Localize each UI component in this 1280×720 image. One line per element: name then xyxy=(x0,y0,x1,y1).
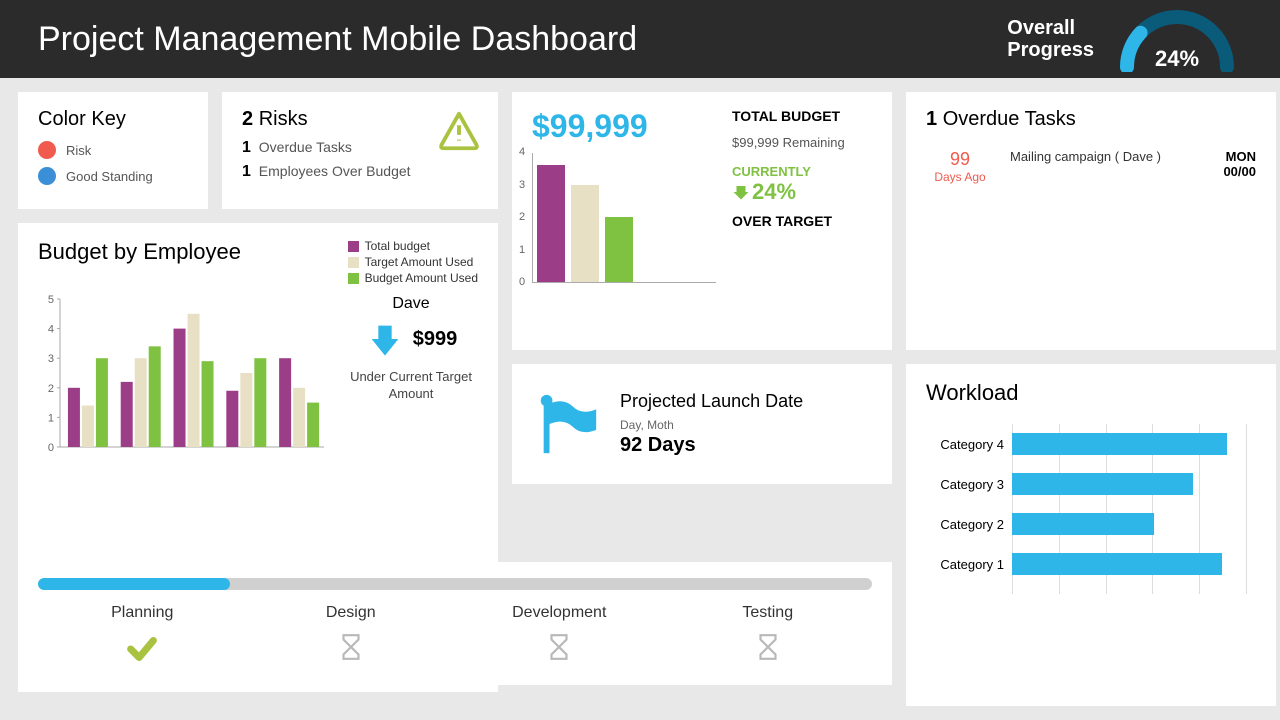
overdue-date: 00/00 xyxy=(1223,164,1256,179)
progress-label: Overall Progress xyxy=(1007,17,1094,61)
legend-item: Total budget xyxy=(348,239,478,253)
phase-item: Design xyxy=(247,604,456,671)
color-key-item: Risk xyxy=(38,141,188,159)
hourglass-icon xyxy=(755,632,781,662)
flag-icon xyxy=(532,389,602,459)
phase-item: Planning xyxy=(38,604,247,671)
risk-line: 1 Employees Over Budget xyxy=(242,163,478,181)
budget-bar xyxy=(605,217,633,282)
overall-progress: Overall Progress 24% xyxy=(1007,7,1242,72)
workload-label: Category 4 xyxy=(926,437,1012,452)
workload-bar xyxy=(1012,513,1154,535)
overdue-days-count: 99 xyxy=(926,149,994,170)
hourglass-icon xyxy=(546,632,572,662)
warning-icon xyxy=(436,108,482,154)
budget-heading: TOTAL BUDGET xyxy=(732,108,872,125)
phase-label: Development xyxy=(455,604,664,622)
phase-label: Design xyxy=(247,604,456,622)
workload-label: Category 2 xyxy=(926,517,1012,532)
legend-item: Budget Amount Used xyxy=(348,271,478,285)
color-key-card: Color Key Risk Good Standing xyxy=(18,92,208,209)
budget-bar xyxy=(571,185,599,283)
svg-text:1: 1 xyxy=(48,412,54,424)
progress-value: 24% xyxy=(1112,46,1242,72)
overdue-day: MON xyxy=(1223,149,1256,164)
workload-bar xyxy=(1012,433,1227,455)
workload-card: Workload Category 4Category 3Category 2C… xyxy=(906,364,1276,706)
arrow-down-icon xyxy=(732,183,750,201)
workload-chart: Category 4 Category 3 Category 2 Category 1 xyxy=(926,424,1256,614)
color-key-label: Good Standing xyxy=(66,169,153,184)
workload-row: Category 3 xyxy=(926,464,1256,504)
phase-label: Testing xyxy=(664,604,873,622)
header: Project Management Mobile Dashboard Over… xyxy=(0,0,1280,78)
phases-card: PlanningDesignDevelopmentTesting xyxy=(18,562,892,685)
svg-text:3: 3 xyxy=(48,353,54,365)
workload-bar xyxy=(1012,473,1193,495)
svg-text:2: 2 xyxy=(48,383,54,395)
workload-title: Workload xyxy=(926,380,1256,406)
check-icon xyxy=(125,632,159,666)
phase-item: Testing xyxy=(664,604,873,671)
svg-text:5: 5 xyxy=(48,295,54,306)
color-key-title: Color Key xyxy=(38,108,188,131)
phase-label: Planning xyxy=(38,604,247,622)
budget-currently-label: CURRENTLY xyxy=(732,164,872,179)
overdue-card: 1 Overdue Tasks 99 Days Ago Mailing camp… xyxy=(906,92,1276,350)
color-key-item: Good Standing xyxy=(38,167,188,185)
workload-label: Category 1 xyxy=(926,557,1012,572)
overdue-task: Mailing campaign ( Dave ) xyxy=(1010,149,1207,164)
budget-card: $99,999 01234 TOTAL BUDGET $99,999 Remai… xyxy=(512,92,892,350)
risks-card: 2 Risks 1 Overdue Tasks1 Employees Over … xyxy=(222,92,498,209)
budget-bar-chart: 01234 xyxy=(532,153,716,283)
overdue-days-label: Days Ago xyxy=(926,170,994,184)
color-dot xyxy=(38,167,56,185)
svg-text:4: 4 xyxy=(48,324,54,336)
launch-sub: Day, Moth xyxy=(620,418,803,432)
hourglass-icon xyxy=(338,632,364,662)
workload-label: Category 3 xyxy=(926,477,1012,492)
overdue-title: 1 Overdue Tasks xyxy=(926,108,1256,131)
budget-bar xyxy=(537,165,565,282)
progress-gauge: 24% xyxy=(1112,7,1242,72)
workload-row: Category 2 xyxy=(926,504,1256,544)
arrow-down-icon xyxy=(365,319,405,359)
budget-remaining: $99,999 Remaining xyxy=(732,135,872,150)
phase-progress-bar xyxy=(38,578,872,590)
overdue-row: 99 Days Ago Mailing campaign ( Dave ) MO… xyxy=(926,149,1256,184)
callout-amount: $999 xyxy=(413,328,458,351)
legend-item: Target Amount Used xyxy=(348,255,478,269)
callout-note: Under Current Target Amount xyxy=(344,369,478,403)
callout-name: Dave xyxy=(344,295,478,313)
launch-title: Projected Launch Date xyxy=(620,391,803,413)
workload-row: Category 1 xyxy=(926,544,1256,584)
launch-days: 92 Days xyxy=(620,434,803,457)
workload-bar xyxy=(1012,553,1222,575)
workload-row: Category 4 xyxy=(926,424,1256,464)
budget-amount: $99,999 xyxy=(532,108,716,145)
launch-card: Projected Launch Date Day, Moth 92 Days xyxy=(512,364,892,484)
phase-item: Development xyxy=(455,604,664,671)
color-dot xyxy=(38,141,56,159)
page-title: Project Management Mobile Dashboard xyxy=(38,20,637,59)
budget-employee-title: Budget by Employee xyxy=(38,239,241,265)
color-key-label: Risk xyxy=(66,143,91,158)
budget-currently-pct: 24% xyxy=(732,179,872,205)
right-column: 1 Overdue Tasks 99 Days Ago Mailing camp… xyxy=(906,92,1276,706)
budget-over-label: OVER TARGET xyxy=(732,213,872,229)
budget-employee-legend: Total budget Target Amount Used Budget Amo… xyxy=(348,239,478,287)
svg-text:0: 0 xyxy=(48,442,54,454)
